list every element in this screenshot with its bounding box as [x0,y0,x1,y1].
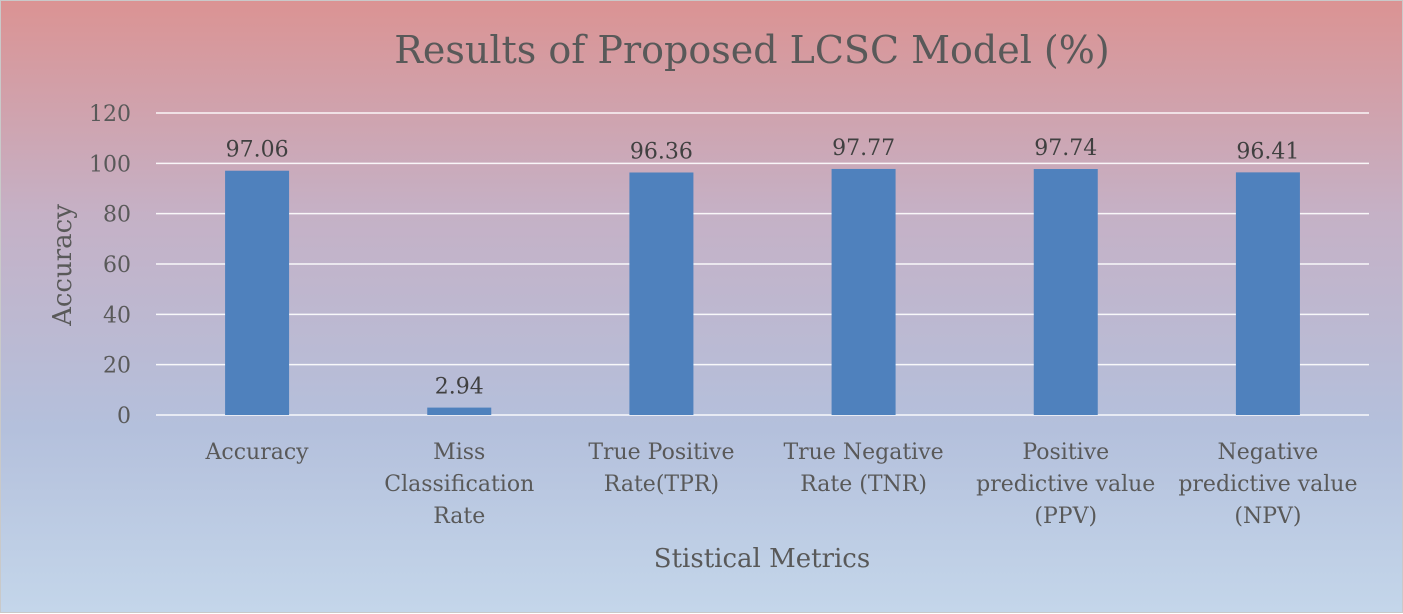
x-category-line: predictive value [976,472,1155,497]
x-category-line: Negative [1218,440,1319,465]
x-category-line: Miss [433,440,485,465]
x-category-label: Positive predictive value (PPV) [976,440,1155,529]
x-category-line: True Positive [588,440,734,465]
x-category-line: (NPV) [1234,504,1301,529]
x-category-line: Positive [1022,440,1109,465]
bar [427,407,492,415]
y-tick-label: 80 [103,203,131,228]
x-category-line: Rate [433,504,485,529]
x-category-line: Rate(TPR) [604,472,719,497]
x-axis-title: Stistical Metrics [654,544,870,574]
data-labels: 97.06 2.94 96.36 97.77 97.74 96.41 [226,136,1300,400]
x-category-line: True Negative [783,440,943,465]
bars [225,168,1300,415]
x-category-line: predictive value [1178,472,1357,497]
bar [225,170,290,415]
y-tick-label: 60 [103,253,131,278]
data-label: 97.06 [226,138,289,163]
y-tick-label: 0 [117,404,131,429]
x-category-line: (PPV) [1034,504,1097,529]
x-category-line: Rate (TNR) [800,472,927,497]
y-tick-label: 100 [89,152,131,177]
x-category-label: True Negative Rate (TNR) [783,440,943,497]
bar [1235,172,1300,415]
data-label: 97.77 [832,136,895,161]
data-label: 96.41 [1236,139,1299,164]
x-category-line: Classification [384,472,534,497]
chart-title: Results of Proposed LCSC Model (%) [394,28,1109,72]
data-label: 2.94 [435,375,484,400]
bar [629,172,694,415]
x-category-label: Negative predictive value (NPV) [1178,440,1357,529]
y-tick-label: 120 [89,102,131,127]
x-axis-categories: Accuracy Miss Classification Rate True Posit… [205,440,1358,529]
y-axis-title: Accuracy [48,204,78,327]
x-category-label: True Positive Rate(TPR) [588,440,734,497]
bar [831,168,896,415]
bar [1033,169,1098,415]
y-tick-label: 20 [103,354,131,379]
data-label: 97.74 [1034,136,1097,161]
x-category-line: Accuracy [205,440,310,465]
y-axis-ticks: 0 20 40 60 80 100 120 [89,102,131,429]
data-label: 96.36 [630,139,693,164]
y-tick-label: 40 [103,303,131,328]
x-category-label: Miss Classification Rate [384,440,534,529]
x-category-label: Accuracy [205,440,310,465]
gridlines [156,112,1369,416]
